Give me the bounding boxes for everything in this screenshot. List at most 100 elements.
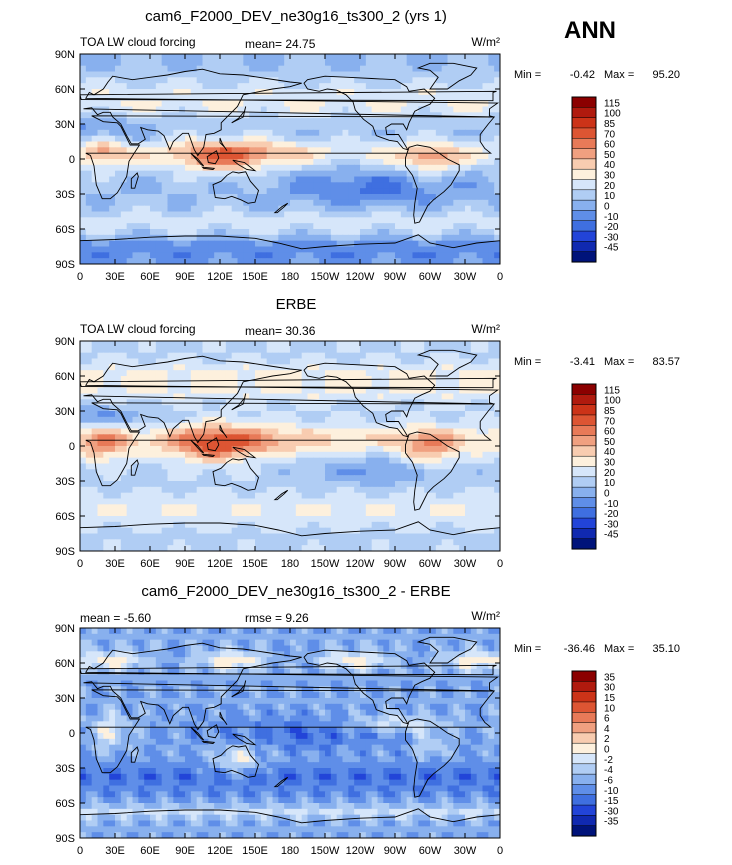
field-cell bbox=[470, 393, 478, 400]
field-cell bbox=[435, 205, 443, 213]
field-cell bbox=[243, 370, 250, 377]
field-cell bbox=[459, 59, 466, 67]
field-cell bbox=[85, 457, 93, 465]
field-cell bbox=[126, 516, 134, 523]
field-cell bbox=[336, 451, 344, 459]
field-cell bbox=[190, 182, 198, 189]
field-cell bbox=[266, 416, 274, 424]
field-cell bbox=[85, 346, 93, 354]
field-cell bbox=[196, 159, 204, 166]
field-cell bbox=[97, 229, 104, 236]
field-cell bbox=[377, 59, 384, 67]
field-cell bbox=[494, 428, 500, 435]
field-cell bbox=[208, 428, 215, 435]
field-cell bbox=[249, 346, 256, 354]
field-cell bbox=[126, 217, 134, 224]
field-cell bbox=[488, 59, 495, 67]
field-cell bbox=[371, 112, 379, 119]
field-cell bbox=[155, 153, 163, 160]
field-cell bbox=[208, 422, 215, 430]
field-cell bbox=[103, 364, 110, 371]
field-cell bbox=[249, 59, 256, 67]
field-cell bbox=[144, 188, 151, 195]
field-cell bbox=[342, 411, 349, 418]
field-cell bbox=[150, 457, 157, 465]
field-cell bbox=[185, 364, 192, 371]
field-cell bbox=[91, 252, 99, 259]
field-cell bbox=[196, 94, 204, 102]
field-cell bbox=[260, 399, 268, 406]
field-cell bbox=[342, 457, 349, 465]
field-cell bbox=[400, 65, 408, 73]
field-cell bbox=[494, 83, 500, 90]
field-cell bbox=[132, 153, 139, 160]
field-cell bbox=[453, 498, 460, 505]
field-cell bbox=[80, 159, 87, 166]
field-cell bbox=[301, 440, 309, 447]
field-cell bbox=[85, 141, 93, 148]
field-cell bbox=[208, 346, 215, 354]
field-cell bbox=[488, 135, 495, 143]
field-cell bbox=[249, 211, 256, 218]
field-cell bbox=[494, 65, 500, 73]
field-cell bbox=[360, 516, 367, 523]
field-cell bbox=[377, 358, 384, 365]
field-cell bbox=[225, 440, 233, 447]
field-cell bbox=[155, 393, 163, 400]
field-cell bbox=[260, 416, 268, 424]
field-cell bbox=[330, 159, 338, 166]
field-cell bbox=[412, 252, 419, 259]
field-cell bbox=[126, 370, 134, 377]
field-cell bbox=[365, 147, 373, 154]
field-cell bbox=[365, 176, 373, 183]
field-cell bbox=[109, 170, 116, 178]
field-cell bbox=[202, 258, 209, 264]
field-cell bbox=[231, 346, 239, 354]
field-cell bbox=[255, 194, 262, 201]
field-cell bbox=[365, 129, 373, 137]
field-cell bbox=[290, 59, 297, 67]
field-cell bbox=[336, 199, 344, 207]
field-cell bbox=[260, 124, 268, 131]
field-cell bbox=[482, 129, 489, 137]
field-cell bbox=[103, 89, 110, 96]
field-cell bbox=[465, 341, 472, 348]
field-cell bbox=[260, 217, 268, 224]
field-cell bbox=[488, 346, 495, 354]
field-cell bbox=[389, 498, 396, 505]
field-cell bbox=[290, 164, 297, 172]
field-cell bbox=[243, 229, 250, 236]
field-cell bbox=[91, 164, 99, 172]
field-cell bbox=[190, 352, 198, 360]
field-cell bbox=[278, 393, 285, 400]
field-cell bbox=[249, 176, 256, 183]
field-cell bbox=[488, 399, 495, 406]
field-cell bbox=[290, 112, 297, 119]
field-cell bbox=[389, 199, 396, 207]
field-cell bbox=[470, 446, 478, 453]
field-cell bbox=[179, 223, 186, 230]
field-cell bbox=[348, 498, 355, 505]
field-cell bbox=[301, 399, 309, 406]
field-cell bbox=[377, 100, 384, 108]
field-cell bbox=[325, 211, 332, 218]
field-cell bbox=[336, 358, 344, 365]
field-cell bbox=[412, 229, 419, 236]
field-cell bbox=[465, 83, 472, 90]
field-cell bbox=[383, 106, 390, 113]
field-cell bbox=[249, 223, 256, 230]
field-cell bbox=[225, 341, 233, 348]
field-cell bbox=[494, 112, 500, 119]
field-cell bbox=[395, 94, 402, 102]
field-cell bbox=[488, 381, 495, 389]
field-cell bbox=[161, 492, 169, 500]
field-cell bbox=[412, 223, 419, 230]
field-cell bbox=[354, 451, 361, 459]
field-cell bbox=[185, 376, 192, 383]
field-cell bbox=[85, 124, 93, 131]
field-cell bbox=[126, 223, 134, 230]
field-cell bbox=[476, 416, 484, 424]
field-cell bbox=[190, 411, 198, 418]
field-cell bbox=[354, 205, 361, 213]
